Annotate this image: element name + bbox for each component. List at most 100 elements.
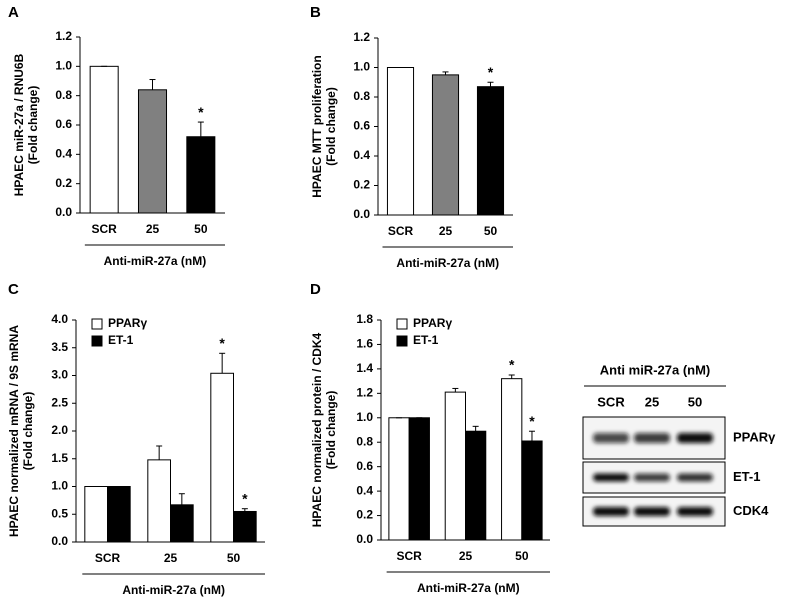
y-tick-label: 2.0	[51, 423, 68, 437]
y-tick-label: 0.2	[356, 508, 373, 522]
bar	[147, 459, 172, 543]
significance: *	[219, 335, 225, 351]
blot-row-label: PPARγ	[733, 429, 776, 444]
y-tick-label: 0.0	[356, 532, 373, 546]
blot-band	[593, 473, 629, 482]
y-axis-label: HPAEC MTT proliferation	[310, 55, 324, 197]
y-tick-label: 1.8	[356, 312, 373, 326]
significance: *	[242, 490, 248, 506]
y-tick-label: 0.2	[55, 176, 72, 190]
x-tick-label: SCR	[388, 224, 414, 238]
lane-label: 25	[645, 394, 659, 409]
y-axis-label: (Fold change)	[324, 391, 338, 470]
bar	[521, 440, 543, 541]
legend-label: PPARγ	[413, 316, 452, 330]
legend-swatch	[396, 335, 408, 347]
y-tick-label: 1.0	[55, 59, 72, 73]
bar	[444, 391, 467, 541]
blot-band	[677, 473, 713, 482]
x-tick-label: 50	[484, 224, 498, 238]
y-tick-label: 1.4	[356, 361, 373, 375]
significance: *	[509, 357, 515, 373]
lane-label: SCR	[597, 394, 625, 409]
y-tick-label: 0.6	[353, 119, 370, 133]
panel-letter: A	[8, 4, 19, 21]
bar	[408, 417, 430, 541]
y-tick-label: 0.8	[55, 88, 72, 102]
bar	[388, 417, 410, 541]
x-tick-label: 50	[194, 222, 208, 236]
y-tick-label: 0.8	[353, 89, 370, 103]
blot-band	[634, 433, 670, 443]
y-axis-label: HPAEC normalized mRNA / 9S mRNA	[7, 325, 21, 537]
bar	[170, 504, 194, 543]
blot-band	[677, 507, 713, 516]
y-tick-label: 0.4	[55, 147, 72, 161]
panel-letter: D	[310, 281, 321, 298]
y-tick-label: 1.2	[55, 29, 72, 43]
blot-band	[634, 507, 670, 516]
y-tick-label: 0.8	[356, 434, 373, 448]
y-tick-label: 0.4	[353, 148, 370, 162]
blot-row-label: ET-1	[733, 469, 760, 484]
x-axis-label: Anti-miR-27a (nM)	[417, 581, 520, 595]
blot-band	[593, 507, 629, 516]
x-tick-label: SCR	[91, 222, 117, 236]
bar	[233, 510, 257, 543]
legend-label: PPARγ	[108, 316, 147, 330]
y-tick-label: 0.0	[353, 207, 370, 221]
legend-swatch	[91, 335, 103, 347]
blot-band	[593, 433, 629, 443]
blot-title: Anti miR-27a (nM)	[600, 362, 711, 377]
y-tick-label: 4.0	[51, 312, 68, 326]
y-axis-label: HPAEC miR-27a / RNU6B	[12, 53, 26, 196]
x-tick-label: 25	[439, 224, 453, 238]
y-axis-label: (Fold change)	[21, 392, 35, 471]
x-tick-label: 25	[164, 551, 178, 565]
significance: *	[488, 64, 494, 80]
x-axis-label: Anti-miR-27a (nM)	[396, 256, 499, 270]
y-tick-label: 1.6	[356, 337, 373, 351]
y-axis-label: HPAEC normalized protein / CDK4	[310, 332, 324, 527]
y-tick-label: 0.6	[356, 459, 373, 473]
y-tick-label: 0.0	[55, 205, 72, 219]
legend-swatch	[91, 318, 103, 330]
x-tick-label: 25	[146, 222, 160, 236]
bar	[137, 89, 168, 214]
bar	[107, 486, 131, 543]
y-axis-label: (Fold change)	[26, 86, 40, 165]
y-tick-label: 1.5	[51, 451, 68, 465]
bar	[431, 74, 460, 216]
y-tick-label: 3.0	[51, 368, 68, 382]
x-axis-label: Anti-miR-27a (nM)	[122, 583, 225, 597]
x-tick-label: 50	[227, 551, 241, 565]
y-tick-label: 0.2	[353, 178, 370, 192]
bar	[386, 67, 415, 216]
blot-band	[677, 433, 713, 443]
significance: *	[529, 413, 535, 429]
x-tick-label: SCR	[396, 549, 422, 563]
legend-label: ET-1	[413, 333, 439, 347]
y-tick-label: 1.0	[356, 410, 373, 424]
bar	[186, 136, 216, 214]
blot-band	[634, 473, 670, 482]
y-tick-label: 0.5	[51, 506, 68, 520]
bar	[84, 486, 108, 543]
bar	[210, 372, 235, 543]
x-tick-label: 25	[459, 549, 473, 563]
bar	[89, 65, 119, 214]
x-axis-label: Anti-miR-27a (nM)	[104, 254, 207, 268]
y-tick-label: 0.4	[356, 483, 373, 497]
x-tick-label: SCR	[95, 551, 121, 565]
y-tick-label: 1.2	[356, 386, 373, 400]
legend-swatch	[396, 318, 408, 330]
blot-row-label: CDK4	[733, 503, 769, 518]
significance: *	[198, 104, 204, 120]
panel-letter: B	[310, 4, 321, 21]
y-tick-label: 2.5	[51, 395, 68, 409]
bar	[501, 378, 523, 541]
y-tick-label: 0.6	[55, 117, 72, 131]
y-tick-label: 1.0	[51, 479, 68, 493]
y-tick-label: 1.2	[353, 30, 370, 44]
y-tick-label: 1.0	[353, 60, 370, 74]
